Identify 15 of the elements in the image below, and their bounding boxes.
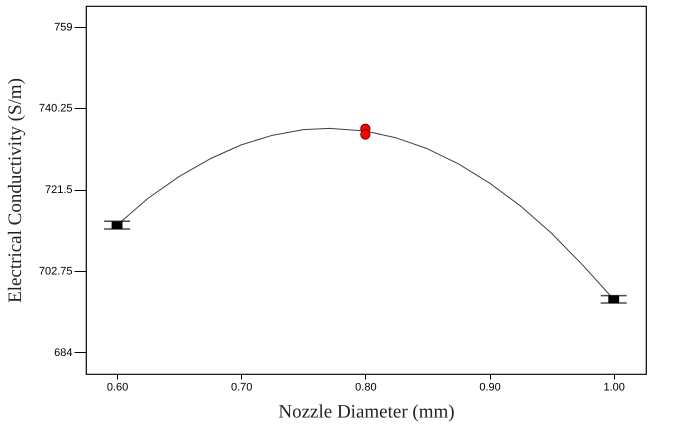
- y-axis-title: Electrical Conductivity (S/m): [4, 78, 26, 303]
- x-tick-label: 0.80: [355, 382, 377, 394]
- x-tick-label: 0.90: [479, 382, 501, 394]
- x-tick-label: 1.00: [604, 382, 625, 394]
- y-tick-label: 721.5: [44, 184, 72, 196]
- point: [608, 295, 620, 304]
- point: [112, 221, 122, 230]
- y-tick-label: 740.25: [38, 102, 72, 115]
- y-tick-label: 759: [54, 21, 72, 34]
- x-tick-label: 0.60: [106, 382, 128, 394]
- point: [360, 129, 371, 140]
- x-axis-title: Nozzle Diameter (mm): [278, 402, 455, 422]
- x-tick-label: 0.70: [231, 382, 252, 394]
- y-tick-label: 702.75: [38, 265, 72, 278]
- y-tick-label: 684: [54, 346, 72, 359]
